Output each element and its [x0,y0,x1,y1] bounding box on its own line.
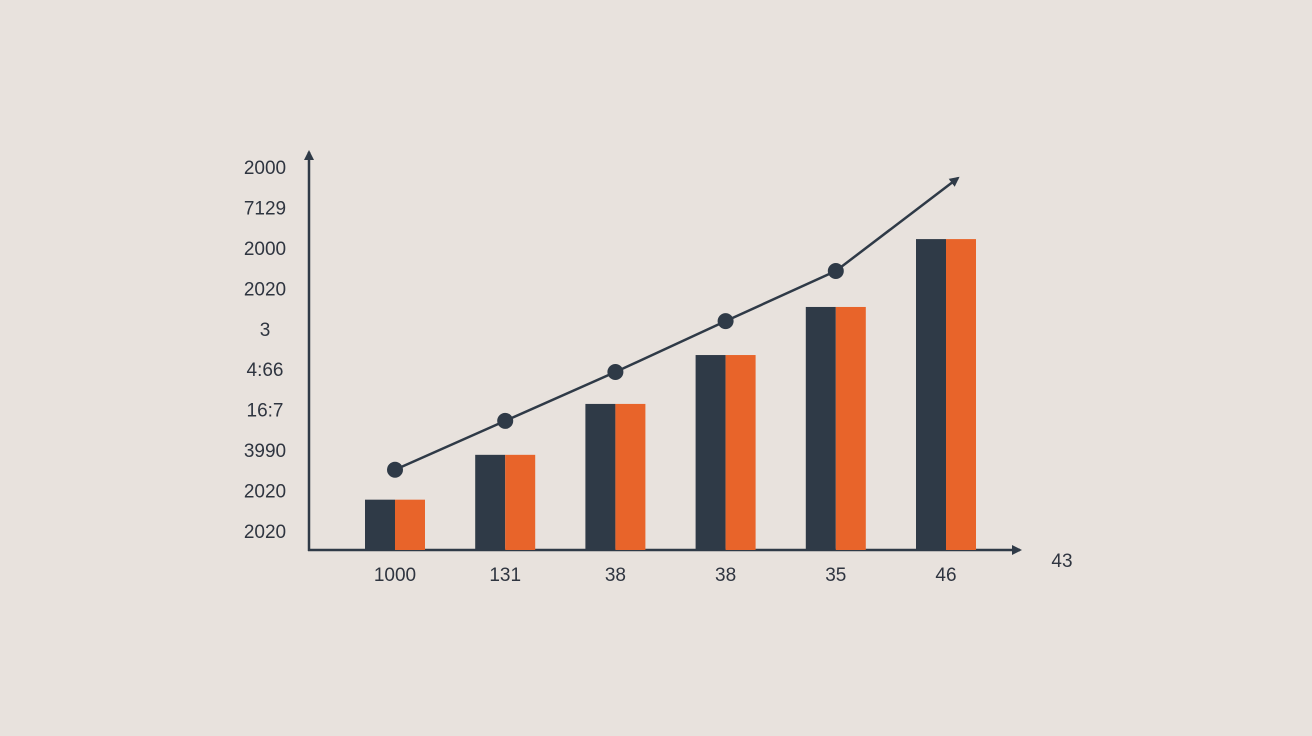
bar [805,306,836,550]
y-tick-label: 2000 [244,239,286,260]
trend-point [607,364,624,381]
x-axis-label: 43 [1051,551,1072,572]
bar [725,355,756,550]
trend-point [717,313,734,330]
bar [475,454,506,550]
y-tick-label: 2020 [244,522,286,543]
x-tick-label: 1000 [374,565,416,586]
y-tick-label: 2020 [244,481,286,502]
x-tick-label: 131 [489,565,521,586]
bar [505,454,536,550]
bar [695,355,726,550]
y-tick-label: 3990 [244,441,286,462]
bar [835,306,866,550]
y-tick-label: 3 [260,320,271,341]
y-tick-label: 16:7 [247,401,284,422]
y-tick-label: 4:66 [247,360,284,381]
bar [615,403,646,550]
x-tick-label: 38 [715,565,736,586]
bar [395,499,425,550]
y-tick-label: 7129 [244,199,286,220]
bar [916,239,946,551]
x-tick-label: 38 [605,565,626,586]
y-tick-label: 2000 [244,158,286,179]
x-tick-label: 35 [825,565,846,586]
bar [585,403,616,550]
x-tick-label: 46 [935,565,956,586]
trend-arrow [835,176,960,273]
y-tick-label: 2020 [244,279,286,300]
bar [946,239,976,551]
trend-point [387,461,403,478]
trend-point [497,412,514,429]
bar [365,499,395,550]
